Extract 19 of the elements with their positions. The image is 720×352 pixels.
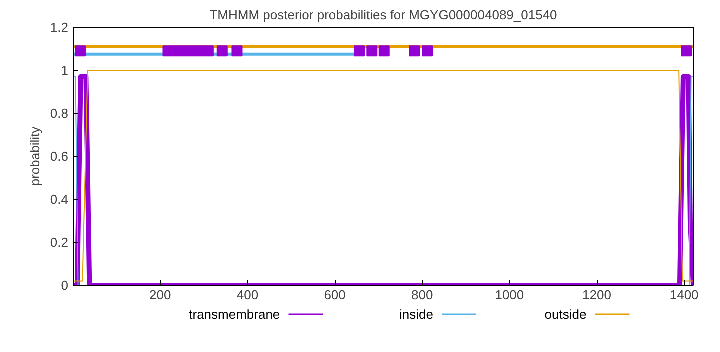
legend-label: outside [544,307,587,322]
y-tick-label: 0.4 [50,192,69,207]
y-tick-label: 1 [61,63,69,78]
y-axis-title: probability [27,126,42,186]
y-tick-label: 0 [61,278,69,293]
x-tick-label: 1200 [582,288,612,302]
x-tick-label: 1000 [495,288,524,302]
legend-label: transmembrane [189,307,280,322]
y-tick-label: 0.8 [50,106,69,121]
x-tick-label: 200 [150,288,172,302]
x-tick-label: 400 [236,288,259,302]
x-tick-label: 1400 [670,288,699,302]
legend-label: inside [399,307,434,322]
chart-title: TMHMM posterior probabilities for MGYG000004089_01540 [210,8,558,22]
y-tick-label: 0.2 [50,235,69,250]
y-tick-label: 1.2 [50,20,69,35]
x-tick-label: 800 [412,288,434,302]
x-tick-label: 600 [324,288,346,302]
y-tick-label: 0.6 [50,149,69,164]
